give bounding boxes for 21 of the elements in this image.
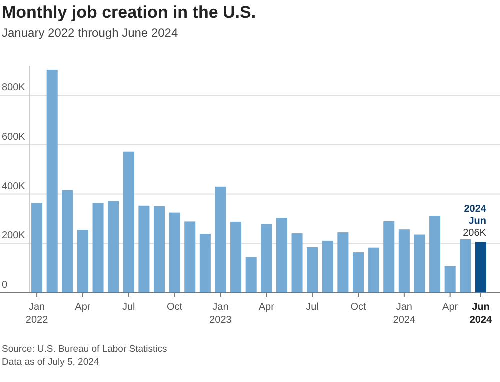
x-tick-label: Jan 2023 xyxy=(210,302,232,326)
x-tick-label: Oct xyxy=(167,302,183,313)
source-note: Source: U.S. Bureau of Labor Statistics xyxy=(2,344,168,355)
chart-subtitle: January 2022 through June 2024 xyxy=(2,26,178,40)
y-tick-label: 600K xyxy=(2,132,26,143)
y-tick-label: 400K xyxy=(2,181,26,192)
x-tick-label: Oct xyxy=(350,302,366,313)
y-tick-label: 0 xyxy=(2,280,8,291)
x-tick-label: Apr xyxy=(442,302,459,313)
chart-title: Monthly job creation in the U.S. xyxy=(2,3,256,22)
annotation: 2024 Jun 206K xyxy=(463,204,487,240)
x-tick-label: Jan 2022 xyxy=(26,302,49,326)
x-tick-label: Jul xyxy=(122,302,136,313)
y-tick-label: 800K xyxy=(2,82,26,94)
x-tick-label: Jun 2024 xyxy=(470,302,493,326)
x-tick-label: Jul xyxy=(306,302,319,313)
x-tick-label: Apr xyxy=(258,302,276,313)
y-tick-label: 200K xyxy=(2,230,26,242)
x-tick-label: Apr xyxy=(75,302,92,313)
text: Data as of July 5, 2024 xyxy=(2,357,100,368)
x-tick-label: Jan 2024 xyxy=(393,302,416,326)
